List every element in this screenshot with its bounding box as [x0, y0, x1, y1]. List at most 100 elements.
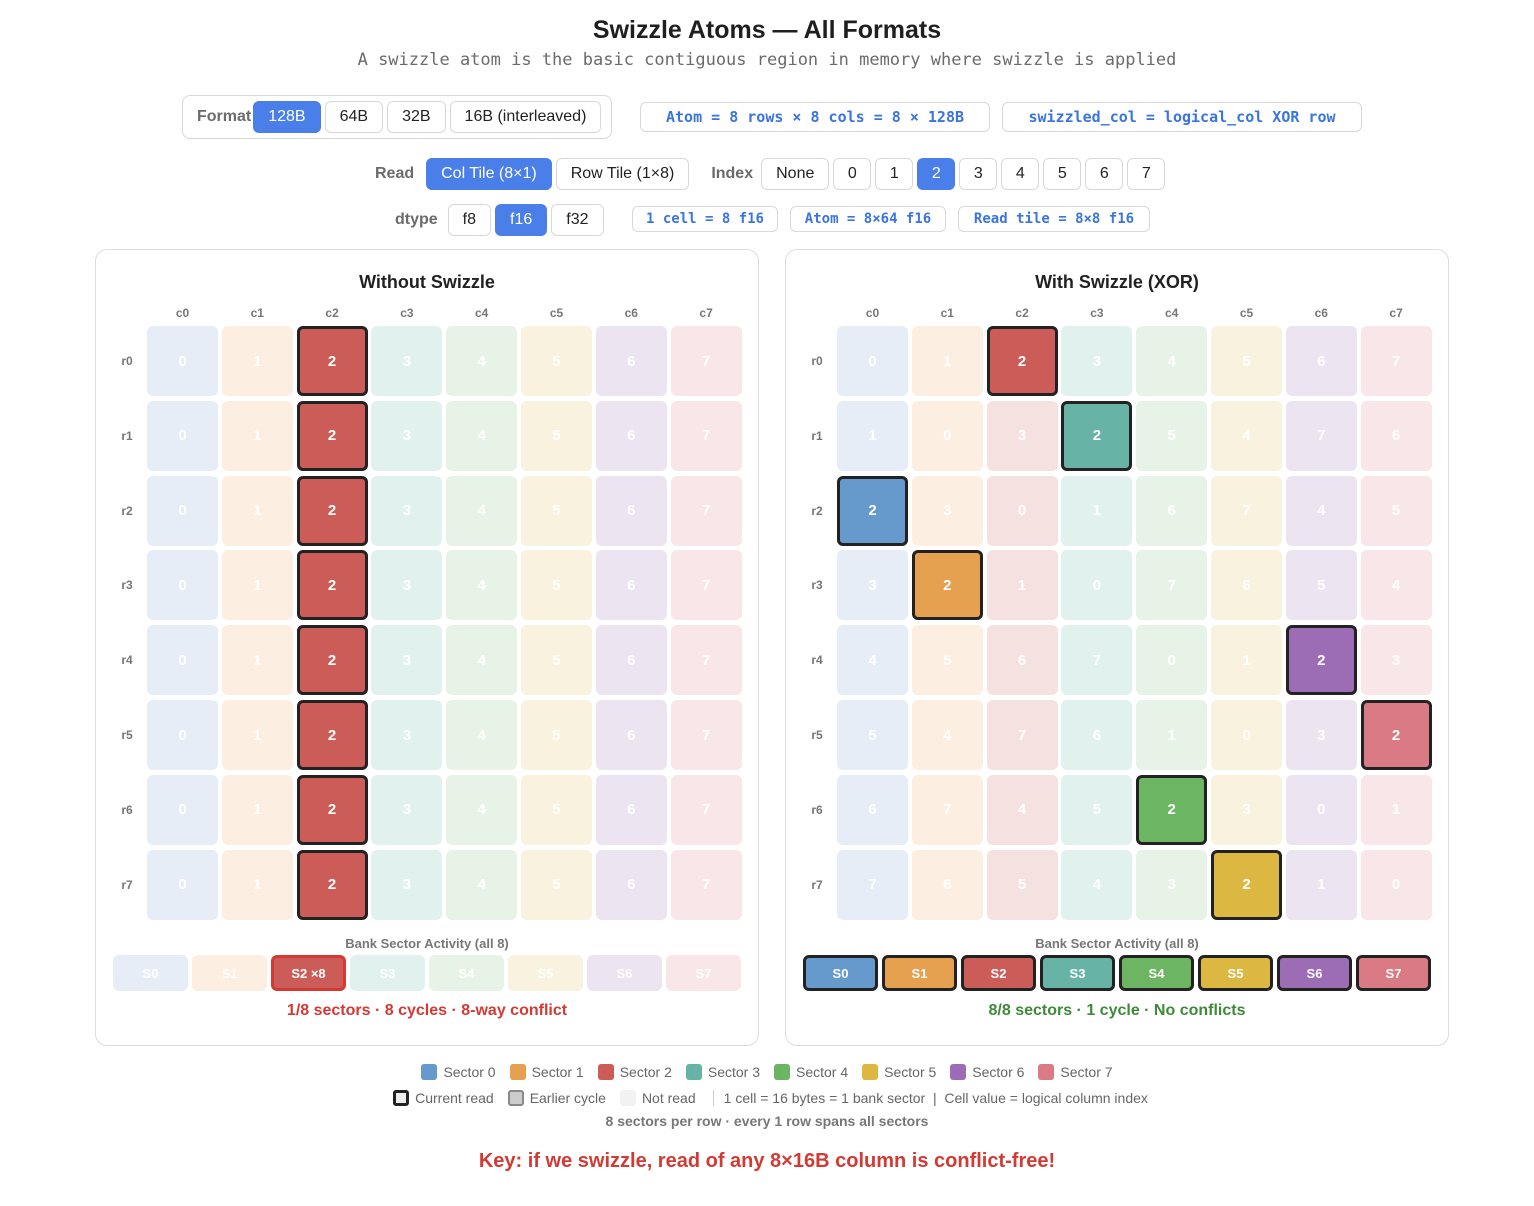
memory-cell[interactable]: 1	[1061, 475, 1133, 546]
memory-cell[interactable]: 5	[911, 625, 983, 696]
memory-cell[interactable]: 3	[1211, 774, 1282, 845]
index-none-button[interactable]: None	[761, 158, 830, 190]
memory-cell[interactable]: 3	[371, 475, 443, 546]
memory-cell[interactable]: 4	[446, 700, 518, 770]
memory-cell[interactable]: 5	[1211, 326, 1282, 396]
memory-cell[interactable]: 7	[670, 475, 742, 546]
memory-cell[interactable]: 1	[221, 475, 293, 546]
memory-cell[interactable]: 0	[147, 700, 218, 770]
memory-cell[interactable]: 2	[296, 774, 368, 845]
memory-cell[interactable]: 2	[296, 700, 368, 770]
memory-cell[interactable]: 2	[296, 475, 368, 546]
format-option-32b[interactable]: 32B	[387, 101, 446, 133]
format-option-128b[interactable]: 128B	[253, 101, 321, 133]
memory-cell[interactable]: 5	[1136, 400, 1208, 471]
memory-cell[interactable]: 4	[1136, 326, 1208, 396]
memory-cell[interactable]: 1	[221, 849, 293, 920]
memory-cell[interactable]: 0	[986, 475, 1058, 546]
memory-cell[interactable]: 5	[521, 400, 592, 471]
memory-cell[interactable]: 7	[837, 849, 908, 920]
memory-cell[interactable]: 7	[1285, 400, 1357, 471]
memory-cell[interactable]: 4	[1285, 475, 1357, 546]
memory-cell[interactable]: 0	[147, 774, 218, 845]
memory-cell[interactable]: 7	[1360, 326, 1432, 396]
memory-cell[interactable]: 2	[296, 326, 368, 396]
memory-cell[interactable]: 1	[1285, 849, 1357, 920]
memory-cell[interactable]: 4	[1360, 550, 1432, 621]
memory-cell[interactable]: 4	[1211, 400, 1282, 471]
memory-cell[interactable]: 4	[446, 625, 518, 696]
memory-cell[interactable]: 7	[670, 326, 742, 396]
memory-cell[interactable]: 4	[911, 700, 983, 770]
memory-cell[interactable]: 1	[221, 774, 293, 845]
memory-cell[interactable]: 1	[221, 625, 293, 696]
memory-cell[interactable]: 6	[1061, 700, 1133, 770]
memory-cell[interactable]: 7	[670, 550, 742, 621]
memory-cell[interactable]: 5	[1061, 774, 1133, 845]
memory-cell[interactable]: 4	[986, 774, 1058, 845]
memory-cell[interactable]: 3	[1136, 849, 1208, 920]
memory-cell[interactable]: 7	[1061, 625, 1133, 696]
memory-cell[interactable]: 1	[986, 550, 1058, 621]
memory-cell[interactable]: 3	[1285, 700, 1357, 770]
memory-cell[interactable]: 6	[986, 625, 1058, 696]
memory-cell[interactable]: 2	[1061, 400, 1133, 471]
dtype-f16-button[interactable]: f16	[495, 204, 548, 236]
memory-cell[interactable]: 6	[595, 849, 667, 920]
memory-cell[interactable]: 6	[595, 400, 667, 471]
memory-cell[interactable]: 2	[986, 326, 1058, 396]
memory-cell[interactable]: 4	[446, 550, 518, 621]
memory-cell[interactable]: 5	[521, 475, 592, 546]
memory-cell[interactable]: 7	[670, 400, 742, 471]
index-3-button[interactable]: 3	[959, 158, 998, 190]
memory-cell[interactable]: 3	[371, 400, 443, 471]
memory-cell[interactable]: 4	[446, 400, 518, 471]
memory-cell[interactable]: 5	[837, 700, 908, 770]
memory-cell[interactable]: 6	[595, 475, 667, 546]
memory-cell[interactable]: 1	[1211, 625, 1282, 696]
memory-cell[interactable]: 0	[147, 849, 218, 920]
memory-cell[interactable]: 0	[147, 475, 218, 546]
memory-cell[interactable]: 6	[595, 700, 667, 770]
memory-cell[interactable]: 2	[911, 550, 983, 621]
memory-cell[interactable]: 3	[371, 774, 443, 845]
memory-cell[interactable]: 1	[837, 400, 908, 471]
memory-cell[interactable]: 0	[147, 400, 218, 471]
memory-cell[interactable]: 2	[837, 475, 908, 546]
memory-cell[interactable]: 0	[147, 550, 218, 621]
memory-cell[interactable]: 0	[1061, 550, 1133, 621]
memory-cell[interactable]: 5	[521, 849, 592, 920]
index-6-button[interactable]: 6	[1085, 158, 1124, 190]
index-4-button[interactable]: 4	[1001, 158, 1040, 190]
memory-cell[interactable]: 0	[147, 625, 218, 696]
memory-cell[interactable]: 3	[1061, 326, 1133, 396]
memory-cell[interactable]: 0	[1211, 700, 1282, 770]
memory-cell[interactable]: 6	[595, 550, 667, 621]
memory-cell[interactable]: 6	[837, 774, 908, 845]
memory-cell[interactable]: 1	[1360, 774, 1432, 845]
read-row-tile-button[interactable]: Row Tile (1×8)	[555, 158, 690, 190]
memory-cell[interactable]: 7	[1136, 550, 1208, 621]
memory-cell[interactable]: 3	[911, 475, 983, 546]
memory-cell[interactable]: 1	[1136, 700, 1208, 770]
index-5-button[interactable]: 5	[1043, 158, 1082, 190]
memory-cell[interactable]: 3	[371, 700, 443, 770]
memory-cell[interactable]: 7	[911, 774, 983, 845]
memory-cell[interactable]: 6	[595, 774, 667, 845]
memory-cell[interactable]: 3	[371, 849, 443, 920]
memory-cell[interactable]: 7	[670, 849, 742, 920]
read-col-tile-button[interactable]: Col Tile (8×1)	[426, 158, 552, 190]
memory-cell[interactable]: 2	[1211, 849, 1282, 920]
dtype-f32-button[interactable]: f32	[551, 204, 604, 236]
dtype-f8-button[interactable]: f8	[447, 204, 492, 236]
memory-cell[interactable]: 0	[911, 400, 983, 471]
memory-cell[interactable]: 0	[1285, 774, 1357, 845]
memory-cell[interactable]: 4	[837, 625, 908, 696]
memory-cell[interactable]: 2	[296, 550, 368, 621]
memory-cell[interactable]: 3	[371, 550, 443, 621]
memory-cell[interactable]: 6	[595, 625, 667, 696]
memory-cell[interactable]: 2	[296, 625, 368, 696]
memory-cell[interactable]: 5	[521, 550, 592, 621]
memory-cell[interactable]: 6	[1211, 550, 1282, 621]
memory-cell[interactable]: 2	[1136, 774, 1208, 845]
